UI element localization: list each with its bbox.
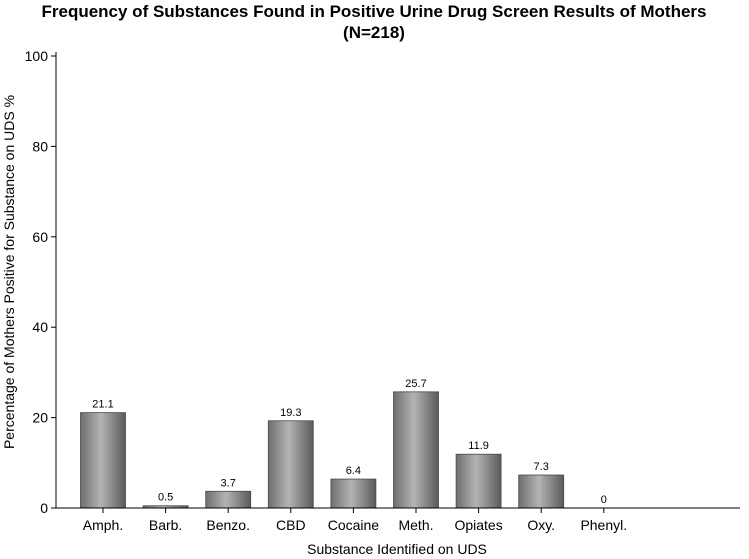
y-tick-label: 100 (25, 48, 49, 64)
bars: 21.1 0.5 3.7 19.3 6.4 25.7 11.9 7.3 0 (80, 378, 607, 509)
chart-subtitle: (N=218) (343, 23, 405, 42)
data-label: 0 (601, 494, 607, 506)
x-tick-label: Amph. (83, 517, 123, 533)
bar-cbd (267, 420, 314, 509)
y-tick-label: 20 (32, 410, 48, 426)
x-tick-label: Phenyl. (580, 517, 627, 533)
data-label: 0.5 (158, 492, 173, 504)
bar-oxy (518, 474, 565, 509)
data-label: 19.3 (280, 407, 301, 419)
data-label: 3.7 (221, 477, 236, 489)
bar-opiates (455, 453, 502, 509)
x-tick-label: Oxy. (527, 517, 555, 533)
x-tick-label: Benzo. (206, 517, 250, 533)
x-tick-label: Meth. (398, 517, 433, 533)
bar-cocaine (330, 478, 377, 509)
y-axis-label: Percentage of Mothers Positive for Subst… (1, 95, 17, 449)
y-tick-label: 80 (32, 138, 48, 154)
x-tick-label: CBD (276, 517, 306, 533)
x-axis-label: Substance Identified on UDS (307, 541, 487, 557)
chart-title: Frequency of Substances Found in Positiv… (41, 2, 706, 21)
bar-amph (80, 412, 126, 509)
bar-meth (393, 391, 439, 509)
y-tick-label: 40 (32, 319, 48, 335)
data-label: 25.7 (405, 378, 426, 390)
data-label: 7.3 (534, 461, 549, 473)
y-axis: 0 20 40 60 80 100 (25, 48, 56, 516)
y-tick-label: 0 (40, 500, 48, 516)
data-label: 11.9 (468, 440, 489, 452)
data-label: 21.1 (92, 399, 113, 411)
x-axis: Amph. Barb. Benzo. CBD Cocaine Meth. Opiates Ox… (83, 508, 627, 533)
x-tick-label: Barb. (149, 517, 182, 533)
y-tick-label: 60 (32, 229, 48, 245)
data-label: 6.4 (346, 465, 361, 477)
bar-benzo (205, 490, 252, 509)
x-tick-label: Cocaine (328, 517, 380, 533)
x-tick-label: Opiates (454, 517, 502, 533)
